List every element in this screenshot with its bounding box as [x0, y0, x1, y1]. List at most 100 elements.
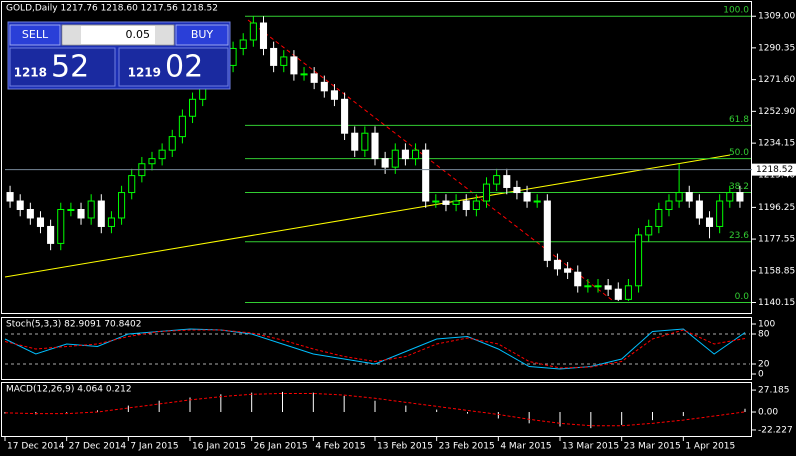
candle-body	[310, 73, 318, 83]
candle-body	[290, 56, 298, 75]
candle-body	[432, 200, 440, 203]
y-tick-label: 1140.15	[758, 298, 795, 308]
candle-body	[320, 81, 328, 92]
candle-body	[188, 98, 197, 117]
candle-body	[249, 22, 257, 41]
x-tick-label: 26 Jan 2015	[254, 442, 308, 452]
x-tick-label: 13 Feb 2015	[377, 442, 433, 452]
y-tick-label: 27.185	[758, 386, 790, 396]
candle-body	[26, 209, 34, 219]
fib-label: 23.6	[729, 231, 749, 241]
candle-body	[685, 192, 693, 202]
x-tick-label: 7 Jan 2015	[130, 442, 178, 452]
lot-input[interactable]	[61, 24, 175, 46]
candle-body	[584, 285, 592, 288]
candle-body	[645, 225, 653, 236]
candle-body	[330, 90, 338, 100]
x-tick-label: 16 Jan 2015	[192, 442, 246, 452]
fib-label: 61.8	[729, 115, 749, 125]
candle-body	[665, 200, 673, 211]
indicator-title: MACD(12,26,9) 4.064 0.212	[6, 385, 132, 395]
candle-body	[47, 225, 55, 244]
candle-body	[270, 47, 278, 66]
candle-body	[391, 149, 399, 168]
candle-body	[128, 175, 136, 194]
candle-body	[624, 285, 632, 300]
macd-signal	[4, 392, 746, 427]
y-tick-label: 1196.25	[758, 203, 795, 213]
candle-body	[695, 200, 703, 219]
x-tick-label: 13 Mar 2015	[562, 442, 619, 452]
trend-line	[4, 154, 731, 278]
candle-body	[259, 22, 268, 49]
y-tick-label: 100	[758, 320, 775, 330]
x-tick-label: 4 Feb 2015	[315, 442, 365, 452]
x-tick-label: 4 Mar 2015	[500, 442, 551, 452]
candle-body	[229, 47, 237, 66]
stoch-line	[4, 328, 746, 370]
fib-label: 50.0	[729, 148, 749, 158]
candle-body	[482, 183, 491, 202]
candle-body	[452, 200, 460, 205]
y-tick-label: 1177.55	[758, 235, 795, 245]
trade-panel: SELL 0.05 BUY 1218 52 1219 02	[7, 21, 231, 90]
candle-body	[422, 149, 430, 202]
candle-body	[361, 132, 369, 151]
lot-value[interactable]: 0.05	[126, 28, 151, 41]
x-tick-label: 23 Mar 2015	[624, 442, 681, 452]
ask-small: 1219	[128, 66, 161, 80]
bid-tag-bg	[752, 163, 796, 176]
candle-body	[462, 200, 470, 211]
sell-label[interactable]: SELL	[22, 28, 49, 41]
candle-body	[503, 175, 511, 188]
x-tick-label: 27 Dec 2014	[69, 442, 127, 452]
candle-body	[36, 217, 45, 227]
candle-body	[635, 234, 643, 287]
candle-body	[574, 271, 582, 287]
x-tick-label: 17 Dec 2014	[7, 442, 65, 452]
candle-body	[675, 192, 683, 202]
y-tick-label: 1309.00	[758, 12, 795, 22]
bid-box[interactable]	[9, 47, 116, 87]
y-tick-label: 0.00	[758, 408, 778, 418]
candle-body	[726, 192, 734, 202]
candle-body	[168, 136, 176, 151]
candle-body	[655, 209, 663, 227]
candle-body	[705, 217, 714, 227]
candle-body	[341, 98, 349, 134]
candle-body	[553, 259, 562, 270]
candle-body	[148, 158, 156, 165]
lot-down[interactable]	[63, 26, 81, 44]
plot-layer: 1309.001290.351271.601252.901234.151215.…	[4, 6, 796, 452]
candle-body	[604, 285, 612, 290]
buy-button[interactable]	[175, 24, 229, 46]
y-tick-label: 1234.15	[758, 139, 795, 149]
main-frame	[1, 1, 752, 314]
fib-label: 0.0	[735, 292, 750, 302]
bid-big: 52	[51, 50, 89, 85]
y-tick-label: -22.227	[758, 425, 793, 435]
x-tick-label: 1 Apr 2015	[685, 442, 735, 452]
candle-body	[543, 200, 551, 261]
candle-body	[401, 149, 409, 160]
ask-big: 02	[165, 50, 203, 85]
buy-label[interactable]: BUY	[191, 28, 214, 41]
macd-frame	[1, 382, 752, 437]
y-tick-label: 80	[758, 330, 770, 340]
candle-body	[16, 200, 24, 211]
candle-body	[239, 39, 247, 49]
bid-tag: 1218.52	[756, 165, 793, 175]
candle-body	[564, 268, 572, 273]
candle-body	[736, 192, 744, 202]
candle-body	[351, 132, 359, 151]
candle-body	[280, 56, 288, 66]
sell-button[interactable]	[9, 24, 61, 46]
bid-small: 1218	[14, 66, 47, 80]
candle-body	[87, 200, 95, 219]
lot-up[interactable]	[155, 26, 173, 44]
fib-label: 38.2	[729, 182, 749, 192]
candle-body	[533, 200, 541, 203]
ask-box[interactable]	[118, 47, 229, 87]
y-tick-label: 1158.85	[758, 266, 795, 276]
